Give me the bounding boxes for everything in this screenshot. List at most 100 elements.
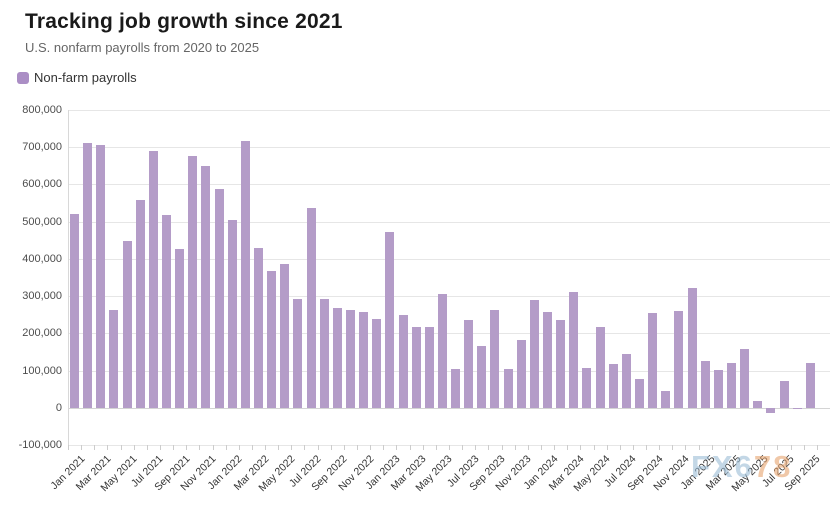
bar[interactable] (661, 391, 671, 408)
x-axis-tick (488, 445, 490, 450)
bar[interactable] (608, 363, 618, 408)
x-axis-tick (159, 445, 161, 450)
bar[interactable] (464, 319, 474, 408)
x-axis-tick (225, 445, 227, 450)
x-axis-tick (462, 445, 464, 450)
x-axis-tick (554, 445, 556, 450)
x-axis-tick (435, 445, 437, 450)
x-axis-tick (422, 445, 424, 450)
y-axis-tick-label: 100,000 (22, 364, 62, 377)
x-axis-tick (396, 445, 398, 450)
bar[interactable] (503, 368, 513, 408)
bar[interactable] (109, 309, 119, 408)
bar[interactable] (162, 215, 172, 408)
x-axis-tick (146, 445, 148, 450)
bar[interactable] (635, 378, 644, 408)
bar[interactable] (437, 293, 447, 408)
bar[interactable] (280, 264, 290, 408)
bar[interactable] (451, 368, 461, 408)
gridline (68, 333, 830, 335)
bar[interactable] (516, 340, 526, 408)
bar[interactable] (96, 145, 106, 408)
bar[interactable] (70, 214, 80, 408)
x-axis-tick (212, 445, 214, 450)
x-axis-tick (514, 445, 516, 450)
bar[interactable] (543, 312, 553, 408)
x-axis-tick (330, 445, 332, 450)
legend-label: Non-farm payrolls (34, 70, 137, 85)
legend-item[interactable]: Non-farm payrolls (17, 70, 137, 85)
bar[interactable] (595, 327, 605, 408)
x-axis-tick (527, 445, 529, 450)
x-axis-tick (803, 445, 805, 450)
bar[interactable] (359, 312, 369, 408)
x-axis-tick (580, 445, 582, 450)
bar[interactable] (83, 142, 93, 408)
bar[interactable] (372, 318, 382, 408)
bar[interactable] (293, 298, 303, 408)
bar[interactable] (792, 407, 802, 410)
bar[interactable] (398, 315, 408, 408)
y-axis-tick-label: 500,000 (22, 215, 62, 228)
x-axis-tick (68, 445, 69, 450)
bar[interactable] (779, 380, 789, 408)
bar[interactable] (385, 232, 395, 408)
bar[interactable] (713, 369, 723, 408)
x-axis-tick (120, 445, 122, 450)
x-axis-tick (238, 445, 240, 450)
x-axis-tick (751, 445, 753, 450)
zero-gridline (68, 407, 830, 409)
x-axis-tick (107, 445, 109, 450)
bar[interactable] (175, 249, 185, 408)
x-axis-tick (304, 445, 306, 450)
x-axis-tick (724, 445, 726, 450)
bar[interactable] (753, 400, 763, 408)
bar[interactable] (345, 309, 355, 408)
x-axis-tick (186, 445, 188, 450)
bar[interactable] (319, 299, 329, 408)
bar[interactable] (135, 199, 145, 408)
bar[interactable] (148, 150, 158, 408)
bar[interactable] (674, 310, 684, 408)
bar[interactable] (556, 319, 566, 408)
y-axis-tick-label: 200,000 (22, 327, 62, 340)
x-axis-tick (133, 445, 135, 450)
bar[interactable] (240, 140, 250, 408)
x-axis-tick (711, 445, 713, 450)
bar[interactable] (569, 292, 579, 408)
page-title: Tracking job growth since 2021 (25, 10, 343, 33)
x-axis-tick (540, 445, 542, 450)
x-axis-tick (567, 445, 569, 450)
bar[interactable] (306, 207, 316, 408)
bar[interactable] (648, 313, 658, 408)
bar[interactable] (201, 166, 211, 408)
x-axis-tick (790, 445, 792, 450)
bar[interactable] (700, 361, 710, 408)
bar[interactable] (424, 327, 434, 408)
y-axis-tick-label: 700,000 (22, 141, 62, 154)
bar[interactable] (227, 219, 237, 408)
bar[interactable] (332, 307, 342, 408)
bar[interactable] (582, 367, 592, 408)
x-axis-tick (94, 445, 96, 450)
chart-subtitle: U.S. nonfarm payrolls from 2020 to 2025 (25, 40, 260, 55)
x-axis-tick (278, 445, 280, 450)
bar[interactable] (621, 354, 631, 408)
x-axis-tick (646, 445, 648, 450)
bar[interactable] (805, 363, 815, 408)
bar[interactable] (267, 270, 277, 408)
bar[interactable] (726, 363, 736, 408)
bar[interactable] (740, 348, 750, 408)
bar[interactable] (411, 327, 421, 408)
bar[interactable] (214, 188, 224, 408)
bar[interactable] (254, 248, 263, 408)
x-axis-tick (816, 445, 818, 450)
bar[interactable] (687, 287, 697, 408)
bar[interactable] (188, 155, 198, 408)
bar[interactable] (477, 346, 487, 408)
bar[interactable] (122, 241, 132, 408)
bar[interactable] (766, 407, 776, 413)
bar[interactable] (529, 299, 539, 408)
bar[interactable] (490, 310, 500, 408)
x-axis-tick (672, 445, 674, 450)
